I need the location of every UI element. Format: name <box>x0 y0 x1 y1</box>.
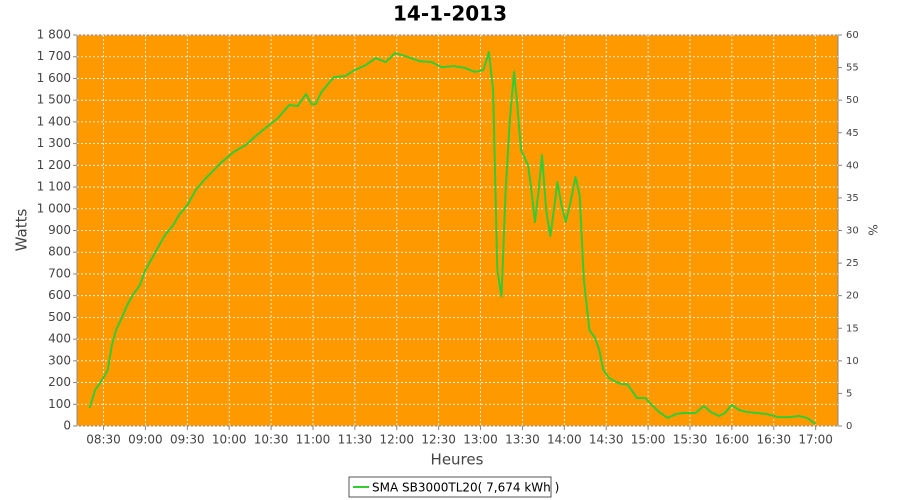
y2-tick-label: 5 <box>846 388 852 399</box>
y-tick-label: 1 600 <box>37 71 71 85</box>
y-tick-label: 500 <box>48 310 71 324</box>
y2-tick-label: 50 <box>846 95 859 106</box>
x-tick-label: 16:00 <box>715 433 750 447</box>
x-tick-label: 08:30 <box>86 433 121 447</box>
y-tick-label: 600 <box>48 288 71 302</box>
x-tick-label: 12:00 <box>379 433 414 447</box>
x-tick-label: 14:30 <box>589 433 624 447</box>
y-tick-label: 1 400 <box>37 114 71 128</box>
x-tick-label: 11:00 <box>296 433 331 447</box>
y-tick-label: 700 <box>48 266 71 280</box>
y-tick-label: 400 <box>48 332 71 346</box>
legend-label: SMA SB3000TL20( 7,674 kWh ) <box>372 481 559 495</box>
line-series <box>88 51 817 425</box>
y-tick-label: 1 100 <box>37 180 71 194</box>
x-tick-label: 15:30 <box>673 433 708 447</box>
y-tick-label: 1 000 <box>37 201 71 215</box>
chart-title: 14-1-2013 <box>393 2 507 26</box>
y2-tick-label: 0 <box>846 421 852 432</box>
y-axis-label: Watts <box>13 209 31 252</box>
y-tick-label: 1 500 <box>37 93 71 107</box>
y-tick-label: 1 300 <box>37 136 71 150</box>
y2-tick-label: 35 <box>846 193 859 204</box>
y-tick-label: 900 <box>48 223 71 237</box>
x-tick-label: 12:30 <box>421 433 456 447</box>
y2-axis-label: % <box>866 224 880 235</box>
y-tick-label: 200 <box>48 375 71 389</box>
y-tick-label: 300 <box>48 353 71 367</box>
y2-tick-label: 15 <box>846 323 859 334</box>
y2-tick-label: 10 <box>846 356 859 367</box>
x-axis-label: Heures <box>431 451 484 469</box>
x-tick-label: 13:30 <box>505 433 540 447</box>
x-tick-label: 10:30 <box>254 433 289 447</box>
x-tick-label: 09:00 <box>128 433 163 447</box>
y2-tick-label: 20 <box>846 291 859 302</box>
y2-tick-label: 45 <box>846 128 859 139</box>
y-tick-label: 800 <box>48 245 71 259</box>
x-tick-label: 09:30 <box>170 433 205 447</box>
x-tick-label: 16:30 <box>756 433 791 447</box>
y2-tick-label: 25 <box>846 258 859 269</box>
y-tick-label: 1 800 <box>37 28 71 42</box>
y2-tick-label: 30 <box>846 226 859 237</box>
y-tick-label: 0 <box>63 419 71 433</box>
y2-tick-label: 55 <box>846 63 859 74</box>
x-tick-label: 15:00 <box>631 433 666 447</box>
x-tick-label: 11:30 <box>338 433 373 447</box>
x-tick-label: 10:00 <box>212 433 247 447</box>
y2-tick-label: 40 <box>846 160 859 171</box>
x-tick-label: 13:00 <box>463 433 498 447</box>
y-tick-label: 1 700 <box>37 49 71 63</box>
legend-box <box>348 476 552 498</box>
x-tick-label: 17:00 <box>798 433 833 447</box>
y-tick-label: 100 <box>48 397 71 411</box>
x-tick-label: 14:00 <box>547 433 582 447</box>
y2-tick-label: 60 <box>846 30 859 41</box>
y-tick-label: 1 200 <box>37 158 71 172</box>
